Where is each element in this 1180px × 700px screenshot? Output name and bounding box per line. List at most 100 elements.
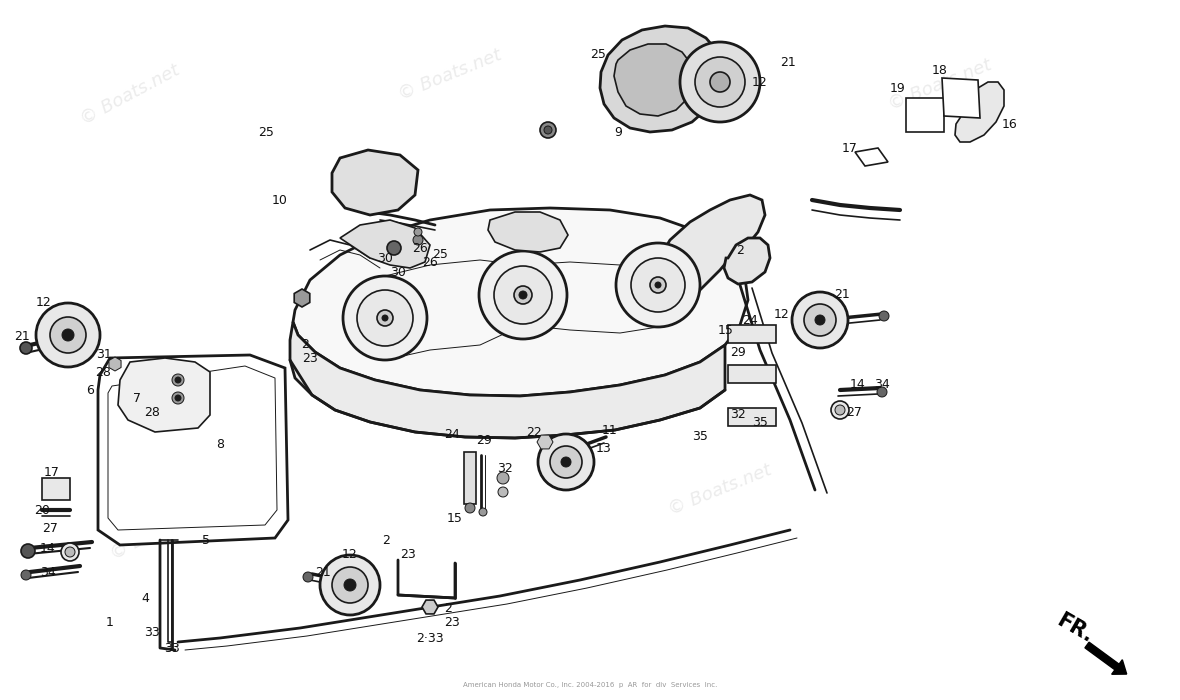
Polygon shape xyxy=(109,357,122,371)
Text: 34: 34 xyxy=(40,566,55,578)
Circle shape xyxy=(494,266,552,324)
Bar xyxy=(728,365,776,383)
Text: 7: 7 xyxy=(133,391,140,405)
Circle shape xyxy=(20,342,32,354)
Polygon shape xyxy=(290,322,725,438)
Circle shape xyxy=(303,572,313,582)
Circle shape xyxy=(655,282,661,288)
Text: 9: 9 xyxy=(614,125,622,139)
Circle shape xyxy=(560,457,571,467)
Text: 14: 14 xyxy=(40,542,55,554)
Circle shape xyxy=(792,292,848,348)
Circle shape xyxy=(497,472,509,484)
Circle shape xyxy=(350,164,386,200)
Text: 12: 12 xyxy=(37,295,52,309)
Text: 6: 6 xyxy=(86,384,94,396)
Text: © Boats.net: © Boats.net xyxy=(78,62,183,129)
Text: 23: 23 xyxy=(302,351,317,365)
Text: American Honda Motor Co., Inc. 2004-2016  p  AR  for  div  Services  Inc.: American Honda Motor Co., Inc. 2004-2016… xyxy=(463,682,717,688)
Text: 35: 35 xyxy=(752,416,768,428)
Text: 21: 21 xyxy=(14,330,30,344)
Circle shape xyxy=(804,304,835,336)
Circle shape xyxy=(172,374,184,386)
Text: 30: 30 xyxy=(391,265,406,279)
Text: 8: 8 xyxy=(216,438,224,452)
Circle shape xyxy=(631,258,686,312)
Circle shape xyxy=(320,555,380,615)
Circle shape xyxy=(65,547,76,557)
Text: 12: 12 xyxy=(342,549,358,561)
Text: 24: 24 xyxy=(742,314,758,326)
Text: 26: 26 xyxy=(422,256,438,269)
Circle shape xyxy=(831,401,848,419)
Text: 13: 13 xyxy=(596,442,612,454)
Text: 21: 21 xyxy=(315,566,330,578)
Text: 25: 25 xyxy=(432,248,448,262)
Text: 2: 2 xyxy=(301,339,309,351)
Circle shape xyxy=(21,570,31,580)
Text: 24: 24 xyxy=(444,428,460,442)
Circle shape xyxy=(550,446,582,478)
Text: 28: 28 xyxy=(96,365,111,379)
Text: 10: 10 xyxy=(273,193,288,206)
Circle shape xyxy=(680,42,760,122)
Text: 27: 27 xyxy=(42,522,58,535)
Circle shape xyxy=(710,72,730,92)
Circle shape xyxy=(175,377,181,383)
Text: 33: 33 xyxy=(144,626,159,638)
FancyArrow shape xyxy=(1084,642,1127,674)
Text: 1: 1 xyxy=(106,615,114,629)
Text: 21: 21 xyxy=(780,55,795,69)
Text: © Boats.net: © Boats.net xyxy=(666,461,774,519)
Text: 33: 33 xyxy=(164,641,179,654)
Polygon shape xyxy=(98,355,288,545)
Polygon shape xyxy=(294,289,310,307)
Text: 28: 28 xyxy=(144,405,160,419)
Text: 32: 32 xyxy=(497,461,513,475)
Circle shape xyxy=(616,243,700,327)
Polygon shape xyxy=(489,212,568,252)
Text: 27: 27 xyxy=(846,405,861,419)
Text: 21: 21 xyxy=(834,288,850,302)
Circle shape xyxy=(50,317,86,353)
Circle shape xyxy=(479,251,568,339)
Text: 18: 18 xyxy=(932,64,948,76)
Text: 2: 2 xyxy=(382,533,389,547)
Text: 22: 22 xyxy=(526,426,542,438)
Text: © Boats.net: © Boats.net xyxy=(886,56,995,114)
Circle shape xyxy=(296,292,308,304)
Text: 35: 35 xyxy=(691,430,708,442)
Circle shape xyxy=(414,228,422,236)
Text: 17: 17 xyxy=(843,141,858,155)
Circle shape xyxy=(63,329,74,341)
Text: 17: 17 xyxy=(44,466,60,479)
Text: 25: 25 xyxy=(590,48,607,62)
Polygon shape xyxy=(332,150,418,215)
Polygon shape xyxy=(856,148,889,166)
Polygon shape xyxy=(725,238,771,284)
Text: 26: 26 xyxy=(412,241,428,255)
Circle shape xyxy=(61,543,79,561)
Circle shape xyxy=(175,395,181,401)
Polygon shape xyxy=(614,44,694,116)
Circle shape xyxy=(835,405,845,415)
Circle shape xyxy=(387,241,401,255)
Circle shape xyxy=(538,434,594,490)
Bar xyxy=(906,98,944,132)
Circle shape xyxy=(519,291,527,299)
Polygon shape xyxy=(537,435,553,449)
Bar xyxy=(464,452,476,504)
Circle shape xyxy=(544,126,552,134)
Polygon shape xyxy=(655,195,765,310)
Text: 4: 4 xyxy=(142,592,149,605)
Circle shape xyxy=(345,579,356,591)
Bar xyxy=(42,478,70,500)
Text: 29: 29 xyxy=(476,433,492,447)
Text: 34: 34 xyxy=(874,379,890,391)
Text: 20: 20 xyxy=(34,503,50,517)
Circle shape xyxy=(337,152,398,212)
Circle shape xyxy=(376,310,393,326)
Circle shape xyxy=(172,392,184,404)
Text: 5: 5 xyxy=(202,533,210,547)
Polygon shape xyxy=(422,600,438,614)
